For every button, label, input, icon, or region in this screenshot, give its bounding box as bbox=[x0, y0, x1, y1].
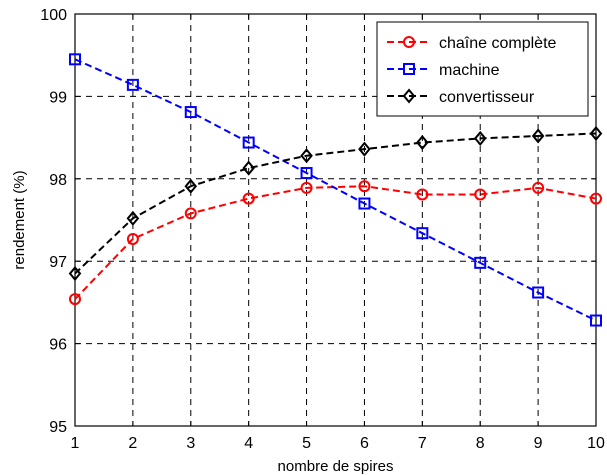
data-point bbox=[300, 148, 313, 164]
x-tick-label: 3 bbox=[186, 435, 195, 452]
x-tick-label: 8 bbox=[476, 435, 485, 452]
legend-entry: machine bbox=[387, 62, 500, 79]
x-tick-label: 10 bbox=[587, 435, 605, 452]
data-point bbox=[358, 197, 371, 210]
series-1 bbox=[69, 53, 602, 327]
data-point bbox=[590, 192, 602, 205]
data-point bbox=[416, 188, 429, 201]
y-tick-label: 98 bbox=[49, 172, 67, 189]
data-point bbox=[242, 160, 255, 176]
data-point bbox=[184, 207, 197, 220]
data-point bbox=[242, 136, 255, 149]
y-axis-label: rendement (%) bbox=[11, 170, 28, 269]
data-point bbox=[69, 293, 81, 306]
data-point bbox=[532, 286, 545, 299]
y-tick-label: 100 bbox=[40, 7, 67, 24]
y-tick-label: 97 bbox=[49, 254, 67, 271]
legend-entry: chaîne complète bbox=[387, 35, 557, 52]
axes: 1 2 3 4 5 6 7 8 9 10 95 96 97 98 99 100 bbox=[40, 7, 605, 452]
data-point bbox=[300, 167, 313, 180]
legend: chaîne complète machine convertisseur bbox=[376, 21, 589, 117]
y-tick-label: 95 bbox=[49, 419, 67, 436]
x-tick-label: 4 bbox=[244, 435, 253, 452]
data-point bbox=[532, 181, 545, 194]
series-line bbox=[74, 58, 597, 322]
x-tick-label: 5 bbox=[302, 435, 311, 452]
data-point bbox=[590, 314, 602, 327]
data-point bbox=[126, 78, 139, 91]
x-tick-label: 7 bbox=[418, 435, 427, 452]
data-point bbox=[358, 141, 371, 157]
x-tick-label: 6 bbox=[360, 435, 369, 452]
legend-label: machine bbox=[439, 62, 500, 79]
data-point bbox=[184, 106, 197, 119]
data-point bbox=[416, 134, 429, 151]
legend-label: chaîne complète bbox=[439, 35, 557, 52]
series-layer bbox=[68, 53, 603, 327]
data-point bbox=[589, 125, 603, 142]
data-point bbox=[474, 188, 487, 201]
legend-marker bbox=[402, 88, 416, 104]
data-point bbox=[358, 180, 371, 193]
x-tick-label: 1 bbox=[71, 435, 80, 452]
series-2 bbox=[68, 125, 603, 282]
data-point bbox=[531, 128, 545, 144]
data-point bbox=[473, 130, 487, 146]
data-point bbox=[68, 265, 82, 282]
plot-frame bbox=[74, 13, 597, 427]
data-point bbox=[242, 192, 255, 205]
series-line bbox=[74, 185, 597, 300]
legend-label: convertisseur bbox=[439, 89, 535, 106]
y-tick-label: 99 bbox=[49, 89, 67, 106]
data-point bbox=[474, 256, 487, 269]
y-tick-label: 96 bbox=[49, 337, 67, 354]
x-tick-label: 9 bbox=[534, 435, 543, 452]
data-point bbox=[126, 210, 140, 226]
legend-marker bbox=[403, 63, 415, 75]
data-point bbox=[416, 227, 429, 240]
series-line bbox=[74, 132, 597, 275]
data-point bbox=[300, 181, 313, 194]
data-point bbox=[126, 232, 139, 245]
data-point bbox=[184, 178, 198, 194]
x-tick-label: 2 bbox=[128, 435, 137, 452]
x-axis-label: nombre de spires bbox=[278, 458, 394, 475]
series-0 bbox=[69, 180, 602, 306]
data-point bbox=[69, 53, 81, 66]
legend-entry: convertisseur bbox=[387, 88, 535, 106]
legend-marker bbox=[403, 36, 415, 48]
